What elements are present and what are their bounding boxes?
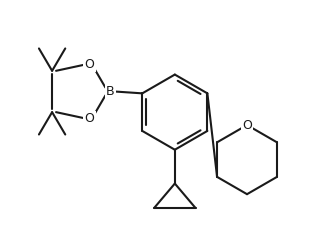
Text: O: O (85, 58, 95, 71)
Text: B: B (106, 85, 115, 98)
Text: O: O (85, 112, 95, 125)
Text: O: O (242, 118, 252, 132)
